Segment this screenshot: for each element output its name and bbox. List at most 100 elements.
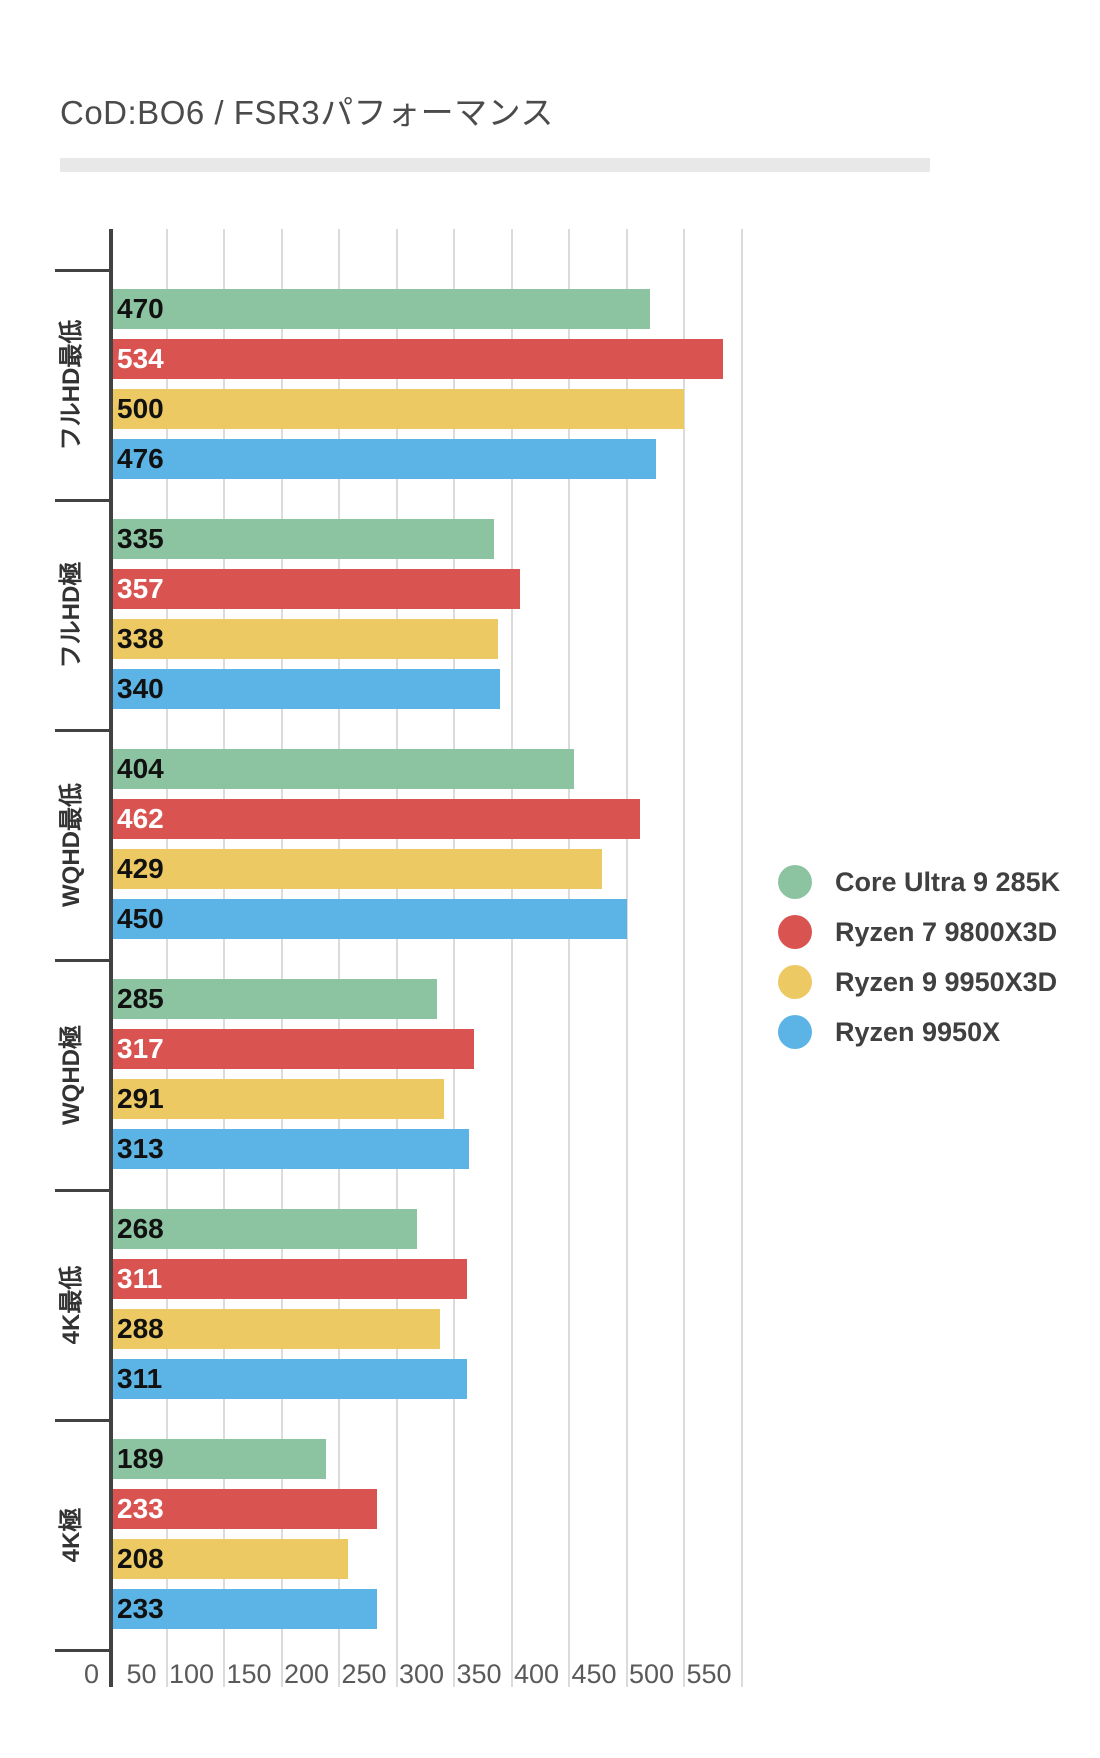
bar-value-label: 404	[117, 753, 164, 784]
x-axis-tick-label: 100	[168, 1659, 214, 1689]
x-gridline	[625, 229, 628, 1687]
x-gridline	[683, 229, 685, 1687]
x-gridline	[510, 229, 513, 1687]
category-tick	[55, 499, 109, 502]
x-axis-tick-label: 0	[83, 1659, 99, 1689]
category-tick	[55, 959, 109, 962]
bar	[113, 1079, 444, 1119]
category-label: フルHD最低	[58, 319, 85, 451]
legend-color-dot-icon	[778, 865, 812, 899]
legend-item: Core Ultra 9 285K	[778, 865, 1060, 899]
legend-color-dot-icon	[778, 915, 812, 949]
bar-value-label: 317	[117, 1033, 164, 1064]
bar-value-label: 233	[117, 1593, 164, 1624]
bar	[113, 899, 627, 939]
bar-value-label: 335	[117, 523, 164, 554]
x-axis-tick-label: 300	[398, 1659, 444, 1689]
legend-label: Ryzen 9950X	[835, 1016, 1001, 1047]
legend-item: Ryzen 9 9950X3D	[778, 965, 1060, 999]
bar-value-label: 313	[117, 1133, 164, 1164]
bar-value-label: 189	[117, 1443, 164, 1474]
x-axis-tick-label: 550	[686, 1659, 732, 1689]
x-axis-tick-label: 500	[628, 1659, 674, 1689]
category-label: WQHD極	[58, 1025, 85, 1125]
x-gridline	[395, 229, 398, 1687]
legend-color-dot-icon	[778, 965, 812, 999]
x-axis-tick-label: 400	[513, 1659, 559, 1689]
bar	[113, 849, 602, 889]
bar-value-label: 340	[117, 673, 164, 704]
bar-value-label: 285	[117, 983, 164, 1014]
category-tick	[55, 1419, 109, 1422]
x-gridline	[165, 229, 168, 1687]
bar-value-label: 291	[117, 1083, 164, 1114]
bar	[113, 749, 574, 789]
bar-value-label: 288	[117, 1313, 164, 1344]
bar-value-label: 268	[117, 1213, 164, 1244]
bar	[113, 1539, 348, 1579]
bar	[113, 979, 437, 1019]
bar-value-label: 311	[117, 1363, 163, 1394]
legend-color-dot-icon	[778, 1015, 812, 1049]
legend-item: Ryzen 7 9800X3D	[778, 915, 1060, 949]
bar	[113, 669, 500, 709]
x-gridline	[223, 229, 225, 1687]
bar	[113, 1439, 326, 1479]
bar-value-label: 534	[117, 343, 164, 374]
bar	[113, 1489, 377, 1529]
bar-value-label: 233	[117, 1493, 164, 1524]
bar	[113, 339, 723, 379]
x-gridline	[280, 229, 283, 1687]
x-axis-tick-label: 200	[283, 1659, 329, 1689]
category-tick	[55, 1649, 109, 1652]
title-divider	[60, 158, 930, 172]
bar-value-label: 429	[117, 853, 164, 884]
x-gridline	[338, 229, 340, 1687]
bar	[113, 1589, 377, 1629]
bar	[113, 289, 650, 329]
bar	[113, 519, 494, 559]
bar-value-label: 500	[117, 393, 164, 424]
bar-value-label: 357	[117, 573, 164, 604]
category-label: フルHD極	[58, 561, 85, 669]
chart-title: CoD:BO6 / FSR3パフォーマンス	[60, 94, 554, 131]
bar-value-label: 450	[117, 903, 164, 934]
legend-label: Ryzen 7 9800X3D	[835, 916, 1058, 947]
x-axis-tick-label: 150	[226, 1659, 272, 1689]
category-label: 4K極	[58, 1507, 85, 1563]
category-label: WQHD最低	[58, 783, 85, 907]
x-axis-tick-label: 450	[571, 1659, 617, 1689]
category-tick	[55, 1189, 109, 1192]
legend-label: Core Ultra 9 285K	[835, 866, 1061, 897]
legend-label: Ryzen 9 9950X3D	[835, 966, 1058, 997]
bar	[113, 389, 684, 429]
bar-value-label: 208	[117, 1543, 164, 1574]
bar	[113, 1129, 469, 1169]
x-axis-tick-label: 350	[456, 1659, 502, 1689]
x-gridline	[453, 229, 455, 1687]
bar	[113, 1209, 417, 1249]
y-axis-line	[109, 229, 113, 1687]
bar	[113, 1309, 440, 1349]
bar-value-label: 338	[117, 623, 164, 654]
bar	[113, 1029, 474, 1069]
x-gridline	[568, 229, 570, 1687]
bar-value-label: 462	[117, 803, 164, 834]
bar	[113, 799, 640, 839]
legend-item: Ryzen 9950X	[778, 1015, 1060, 1049]
category-tick	[55, 729, 109, 732]
x-axis-tick-label: 50	[126, 1659, 157, 1689]
bar	[113, 439, 656, 479]
x-gridline	[740, 229, 743, 1687]
bar	[113, 569, 520, 609]
bar	[113, 1359, 467, 1399]
bar-value-label: 476	[117, 443, 164, 474]
category-label: 4K最低	[58, 1265, 85, 1345]
category-tick	[55, 269, 109, 272]
bar-value-label: 311	[117, 1263, 163, 1294]
bar	[113, 1259, 467, 1299]
bar-value-label: 470	[117, 293, 164, 324]
legend: Core Ultra 9 285K Ryzen 7 9800X3D Ryzen 9 …	[778, 865, 1060, 1065]
